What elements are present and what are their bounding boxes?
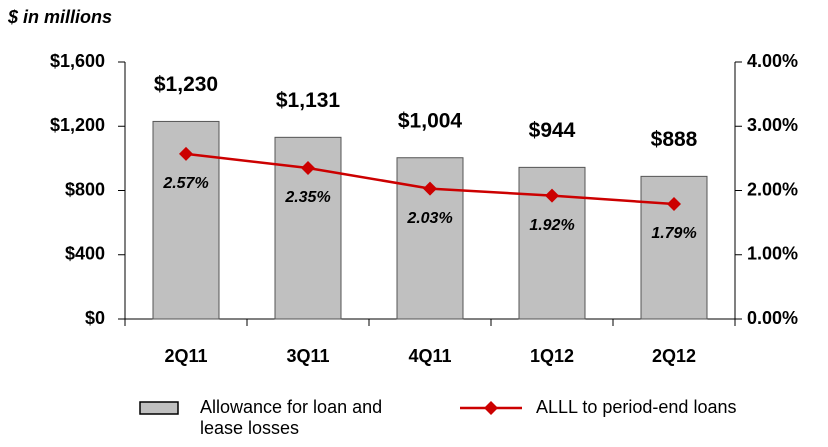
legend-marker bbox=[484, 401, 498, 415]
y2-tick-label: 0.00% bbox=[747, 308, 798, 328]
x-tick-label: 1Q12 bbox=[530, 346, 574, 366]
bar-value-label: $1,004 bbox=[398, 109, 463, 132]
line-value-label: 2.57% bbox=[162, 175, 208, 192]
x-tick-label: 2Q11 bbox=[164, 346, 207, 366]
y-tick-label: $1,200 bbox=[50, 115, 105, 135]
bar-value-label: $944 bbox=[529, 119, 576, 142]
line-value-label: 1.79% bbox=[651, 225, 696, 242]
x-tick-label: 3Q11 bbox=[286, 346, 329, 366]
bar-value-label: $1,230 bbox=[154, 73, 218, 96]
y-tick-label: $0 bbox=[85, 308, 105, 328]
line-value-label: 2.35% bbox=[284, 189, 330, 206]
line-marker bbox=[179, 146, 193, 161]
y-tick-label: $1,600 bbox=[50, 51, 105, 71]
line-value-label: 1.92% bbox=[529, 217, 574, 234]
line-value-label: 2.03% bbox=[406, 210, 452, 227]
x-tick-label: 4Q11 bbox=[408, 346, 451, 366]
chart-subtitle: $ in millions bbox=[7, 7, 112, 27]
y2-tick-label: 1.00% bbox=[747, 244, 798, 264]
y2-tick-label: 4.00% bbox=[747, 51, 798, 71]
line-marker bbox=[423, 181, 437, 196]
y2-tick-label: 2.00% bbox=[747, 179, 798, 199]
bar-value-label: $1,131 bbox=[276, 89, 341, 112]
y-tick-label: $800 bbox=[65, 179, 105, 199]
line-marker bbox=[545, 188, 559, 203]
y2-tick-label: 3.00% bbox=[747, 115, 798, 135]
y-tick-label: $400 bbox=[65, 244, 105, 264]
legend-label: ALLL to period-end loans bbox=[536, 397, 737, 417]
line-marker bbox=[667, 196, 681, 211]
bar-value-label: $888 bbox=[651, 128, 698, 151]
x-tick-label: 2Q12 bbox=[652, 346, 696, 366]
legend-label: Allowance for loan and lease losses bbox=[200, 397, 383, 438]
legend-swatch bbox=[139, 401, 179, 415]
line-marker bbox=[301, 161, 315, 176]
